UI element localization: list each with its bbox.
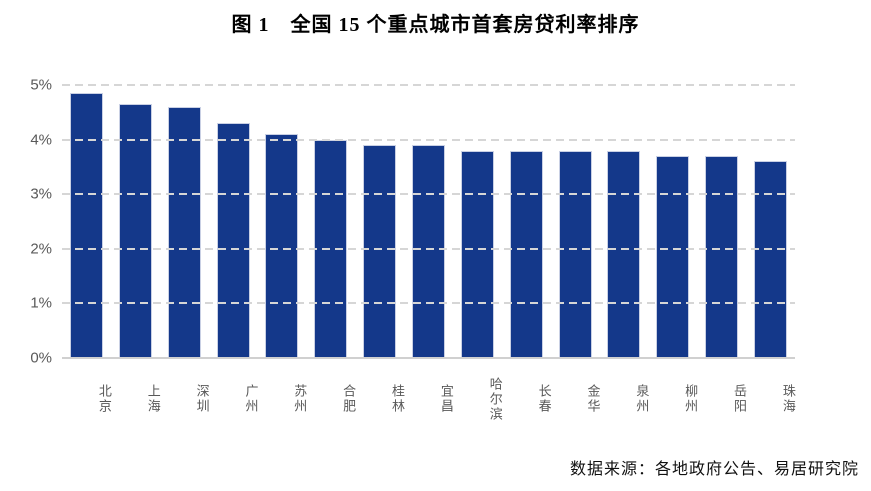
x-axis-baseline (62, 357, 795, 359)
x-label-苏州: 苏州 (292, 384, 308, 414)
bar-上海 (118, 104, 152, 358)
x-label-广州: 广州 (243, 384, 259, 414)
x-label-珠海: 珠海 (780, 384, 796, 414)
bar-深圳 (167, 106, 201, 358)
y-tick-label: 5% (30, 76, 52, 94)
bar-金华 (558, 150, 592, 358)
gridline (62, 138, 795, 141)
chart-title: 图 1 全国 15 个重点城市首套房贷利率排序 (231, 14, 640, 36)
gridline (62, 84, 795, 86)
bar-slot (746, 85, 795, 358)
bar-slot (355, 85, 404, 358)
bar-slot (502, 85, 551, 358)
bar-slot (648, 85, 697, 358)
bar-slot (160, 85, 209, 358)
bar-slot (306, 85, 355, 358)
bar-桂林 (363, 145, 397, 358)
bar-北京 (69, 93, 103, 358)
bar-苏州 (265, 134, 299, 358)
x-label-北京: 北京 (96, 384, 112, 414)
x-label-宜昌: 宜昌 (438, 384, 454, 414)
y-tick-label: 2% (30, 240, 52, 258)
x-label-上海: 上海 (145, 384, 161, 414)
x-label-桂林: 桂林 (390, 384, 406, 414)
bar-slot (404, 85, 453, 358)
bar-哈尔滨 (460, 150, 494, 358)
bar-广州 (216, 123, 250, 358)
bar-slot (257, 85, 306, 358)
x-labels: 北京 上海 深圳 广州 苏州 合肥 桂林 宜昌 哈尔滨 长春 金华 泉州 柳州 岳阳 珠海 (62, 368, 796, 430)
bars (62, 85, 795, 358)
x-label-泉州: 泉州 (634, 384, 650, 414)
gridline (62, 247, 795, 250)
x-label-岳阳: 岳阳 (732, 384, 748, 414)
bar-slot (599, 85, 648, 358)
bar-岳阳 (705, 155, 739, 358)
x-label-合肥: 合肥 (341, 384, 357, 414)
x-label-深圳: 深圳 (194, 384, 210, 414)
bar-slot (453, 85, 502, 358)
bar-slot (551, 85, 600, 358)
y-tick-label: 4% (30, 131, 52, 149)
bar-slot (697, 85, 746, 358)
y-tick-label: 3% (30, 185, 52, 203)
y-tick-label: 1% (30, 294, 52, 312)
bar-长春 (509, 150, 543, 358)
bar-slot (62, 85, 111, 358)
bar-珠海 (753, 161, 787, 358)
bar-泉州 (607, 150, 641, 358)
y-tick-label: 0% (30, 349, 52, 367)
x-label-哈尔滨: 哈尔滨 (487, 376, 503, 422)
bar-slot (209, 85, 258, 358)
bar-柳州 (656, 155, 690, 358)
plot-area: 0% 1% 2% 3% 4% 5% (30, 77, 795, 367)
gridline (62, 193, 795, 196)
data-source-note: 数据来源：各地政府公告、易居研究院 (569, 461, 859, 478)
bar-slot (111, 85, 160, 358)
x-label-柳州: 柳州 (683, 384, 699, 414)
x-label-金华: 金华 (585, 384, 601, 414)
bar-宜昌 (411, 145, 445, 358)
gridline (62, 302, 795, 305)
x-label-长春: 长春 (536, 384, 552, 414)
